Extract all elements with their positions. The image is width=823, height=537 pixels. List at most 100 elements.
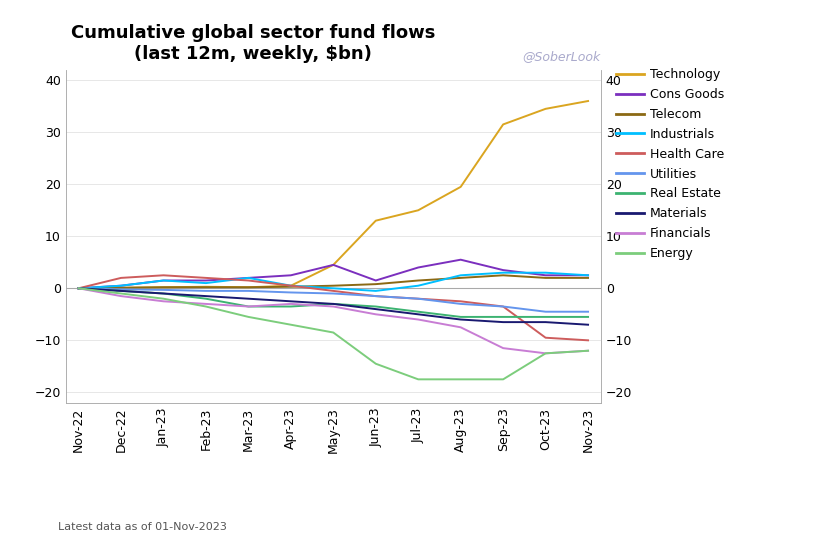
Telecom xyxy=(73,285,83,292)
Health Care xyxy=(498,303,508,310)
Utilities xyxy=(413,295,423,302)
Real Estate xyxy=(456,314,466,320)
Industrials xyxy=(371,288,381,294)
Text: Latest data as of 01-Nov-2023: Latest data as of 01-Nov-2023 xyxy=(58,521,226,532)
Cons Goods xyxy=(328,262,338,268)
Industrials xyxy=(584,272,593,279)
Line: Real Estate: Real Estate xyxy=(78,288,588,317)
Utilities xyxy=(201,288,211,294)
Financials xyxy=(584,347,593,354)
Energy xyxy=(201,303,211,310)
Cons Goods xyxy=(286,272,295,279)
Technology xyxy=(498,121,508,128)
Real Estate xyxy=(498,314,508,320)
Cons Goods xyxy=(456,257,466,263)
Technology xyxy=(541,106,551,112)
Telecom xyxy=(541,274,551,281)
Telecom xyxy=(456,274,466,281)
Health Care xyxy=(456,298,466,304)
Industrials xyxy=(541,270,551,276)
Line: Utilities: Utilities xyxy=(78,288,588,311)
Health Care xyxy=(244,277,253,284)
Real Estate xyxy=(201,295,211,302)
Cons Goods xyxy=(541,272,551,279)
Materials xyxy=(584,322,593,328)
Materials xyxy=(371,306,381,313)
Energy xyxy=(413,376,423,382)
Industrials xyxy=(328,285,338,292)
Technology xyxy=(201,284,211,290)
Health Care xyxy=(328,288,338,294)
Cons Goods xyxy=(413,264,423,271)
Financials xyxy=(159,298,169,304)
Energy xyxy=(541,350,551,357)
Utilities xyxy=(498,303,508,310)
Line: Cons Goods: Cons Goods xyxy=(78,260,588,288)
Utilities xyxy=(541,308,551,315)
Technology xyxy=(328,262,338,268)
Industrials xyxy=(159,277,169,284)
Materials xyxy=(73,285,83,292)
Utilities xyxy=(584,308,593,315)
Technology xyxy=(73,285,83,292)
Utilities xyxy=(286,289,295,296)
Text: @SoberLook: @SoberLook xyxy=(523,50,601,63)
Utilities xyxy=(159,287,169,293)
Telecom xyxy=(371,281,381,287)
Utilities xyxy=(328,291,338,297)
Energy xyxy=(371,360,381,367)
Utilities xyxy=(371,293,381,299)
Financials xyxy=(541,350,551,357)
Materials xyxy=(116,288,126,294)
Line: Technology: Technology xyxy=(78,101,588,288)
Materials xyxy=(413,311,423,317)
Utilities xyxy=(244,288,253,294)
Utilities xyxy=(456,301,466,307)
Technology xyxy=(244,284,253,291)
Telecom xyxy=(498,272,508,279)
Real Estate xyxy=(244,303,253,310)
Energy xyxy=(73,285,83,292)
Energy xyxy=(584,347,593,354)
Cons Goods xyxy=(584,272,593,279)
Industrials xyxy=(413,282,423,289)
Line: Materials: Materials xyxy=(78,288,588,325)
Cons Goods xyxy=(371,277,381,284)
Health Care xyxy=(73,285,83,292)
Energy xyxy=(498,376,508,382)
Financials xyxy=(201,301,211,307)
Energy xyxy=(286,322,295,328)
Financials xyxy=(328,303,338,310)
Materials xyxy=(244,295,253,302)
Financials xyxy=(116,293,126,299)
Line: Energy: Energy xyxy=(78,288,588,379)
Technology xyxy=(584,98,593,104)
Health Care xyxy=(159,272,169,279)
Health Care xyxy=(413,295,423,302)
Industrials xyxy=(456,272,466,279)
Financials xyxy=(498,345,508,351)
Telecom xyxy=(116,285,126,291)
Line: Financials: Financials xyxy=(78,288,588,353)
Cons Goods xyxy=(244,274,253,281)
Real Estate xyxy=(413,308,423,315)
Telecom xyxy=(201,284,211,291)
Real Estate xyxy=(328,301,338,307)
Materials xyxy=(541,319,551,325)
Industrials xyxy=(201,280,211,286)
Industrials xyxy=(73,285,83,292)
Financials xyxy=(73,285,83,292)
Industrials xyxy=(498,270,508,276)
Line: Telecom: Telecom xyxy=(78,275,588,288)
Health Care xyxy=(286,282,295,289)
Energy xyxy=(456,376,466,382)
Technology xyxy=(159,284,169,291)
Financials xyxy=(413,316,423,323)
Real Estate xyxy=(584,314,593,320)
Technology xyxy=(286,282,295,289)
Cons Goods xyxy=(116,282,126,289)
Financials xyxy=(371,311,381,317)
Real Estate xyxy=(73,285,83,292)
Real Estate xyxy=(541,314,551,320)
Materials xyxy=(159,291,169,297)
